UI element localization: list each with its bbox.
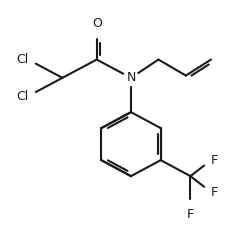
Text: F: F — [210, 186, 217, 199]
Text: F: F — [186, 208, 193, 221]
Text: Cl: Cl — [16, 90, 28, 103]
Text: Cl: Cl — [16, 53, 28, 66]
Text: F: F — [210, 154, 217, 167]
Text: O: O — [91, 17, 101, 30]
Text: N: N — [126, 71, 135, 84]
